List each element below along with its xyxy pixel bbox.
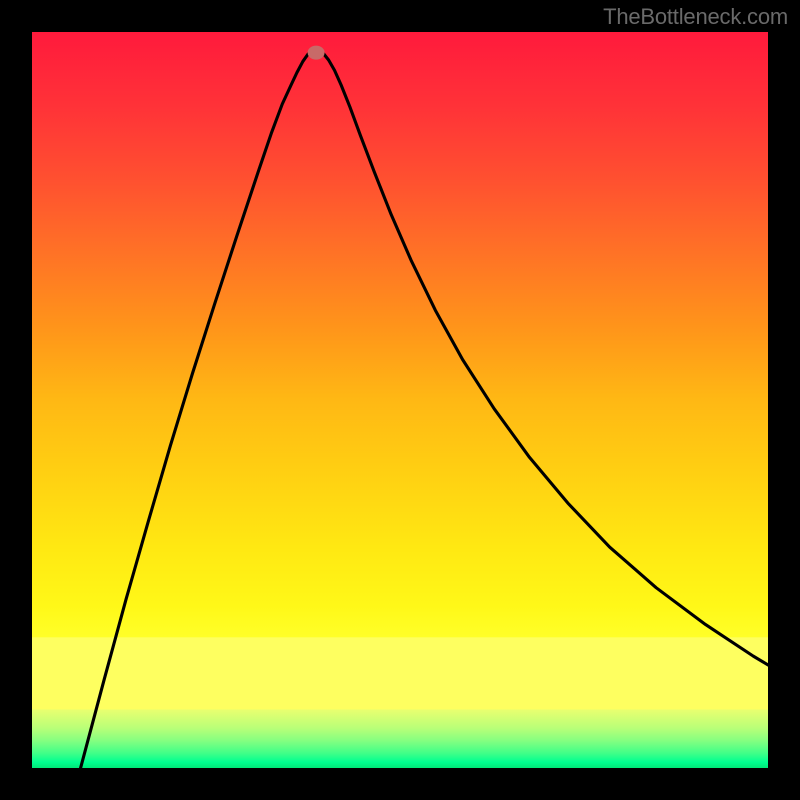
bottleneck-curve-chart [32, 32, 768, 768]
minimum-marker [308, 46, 324, 59]
plot-area [32, 32, 768, 768]
chart-frame: TheBottleneck.com [0, 0, 800, 800]
watermark-text: TheBottleneck.com [603, 4, 788, 30]
gradient-background [32, 32, 768, 768]
